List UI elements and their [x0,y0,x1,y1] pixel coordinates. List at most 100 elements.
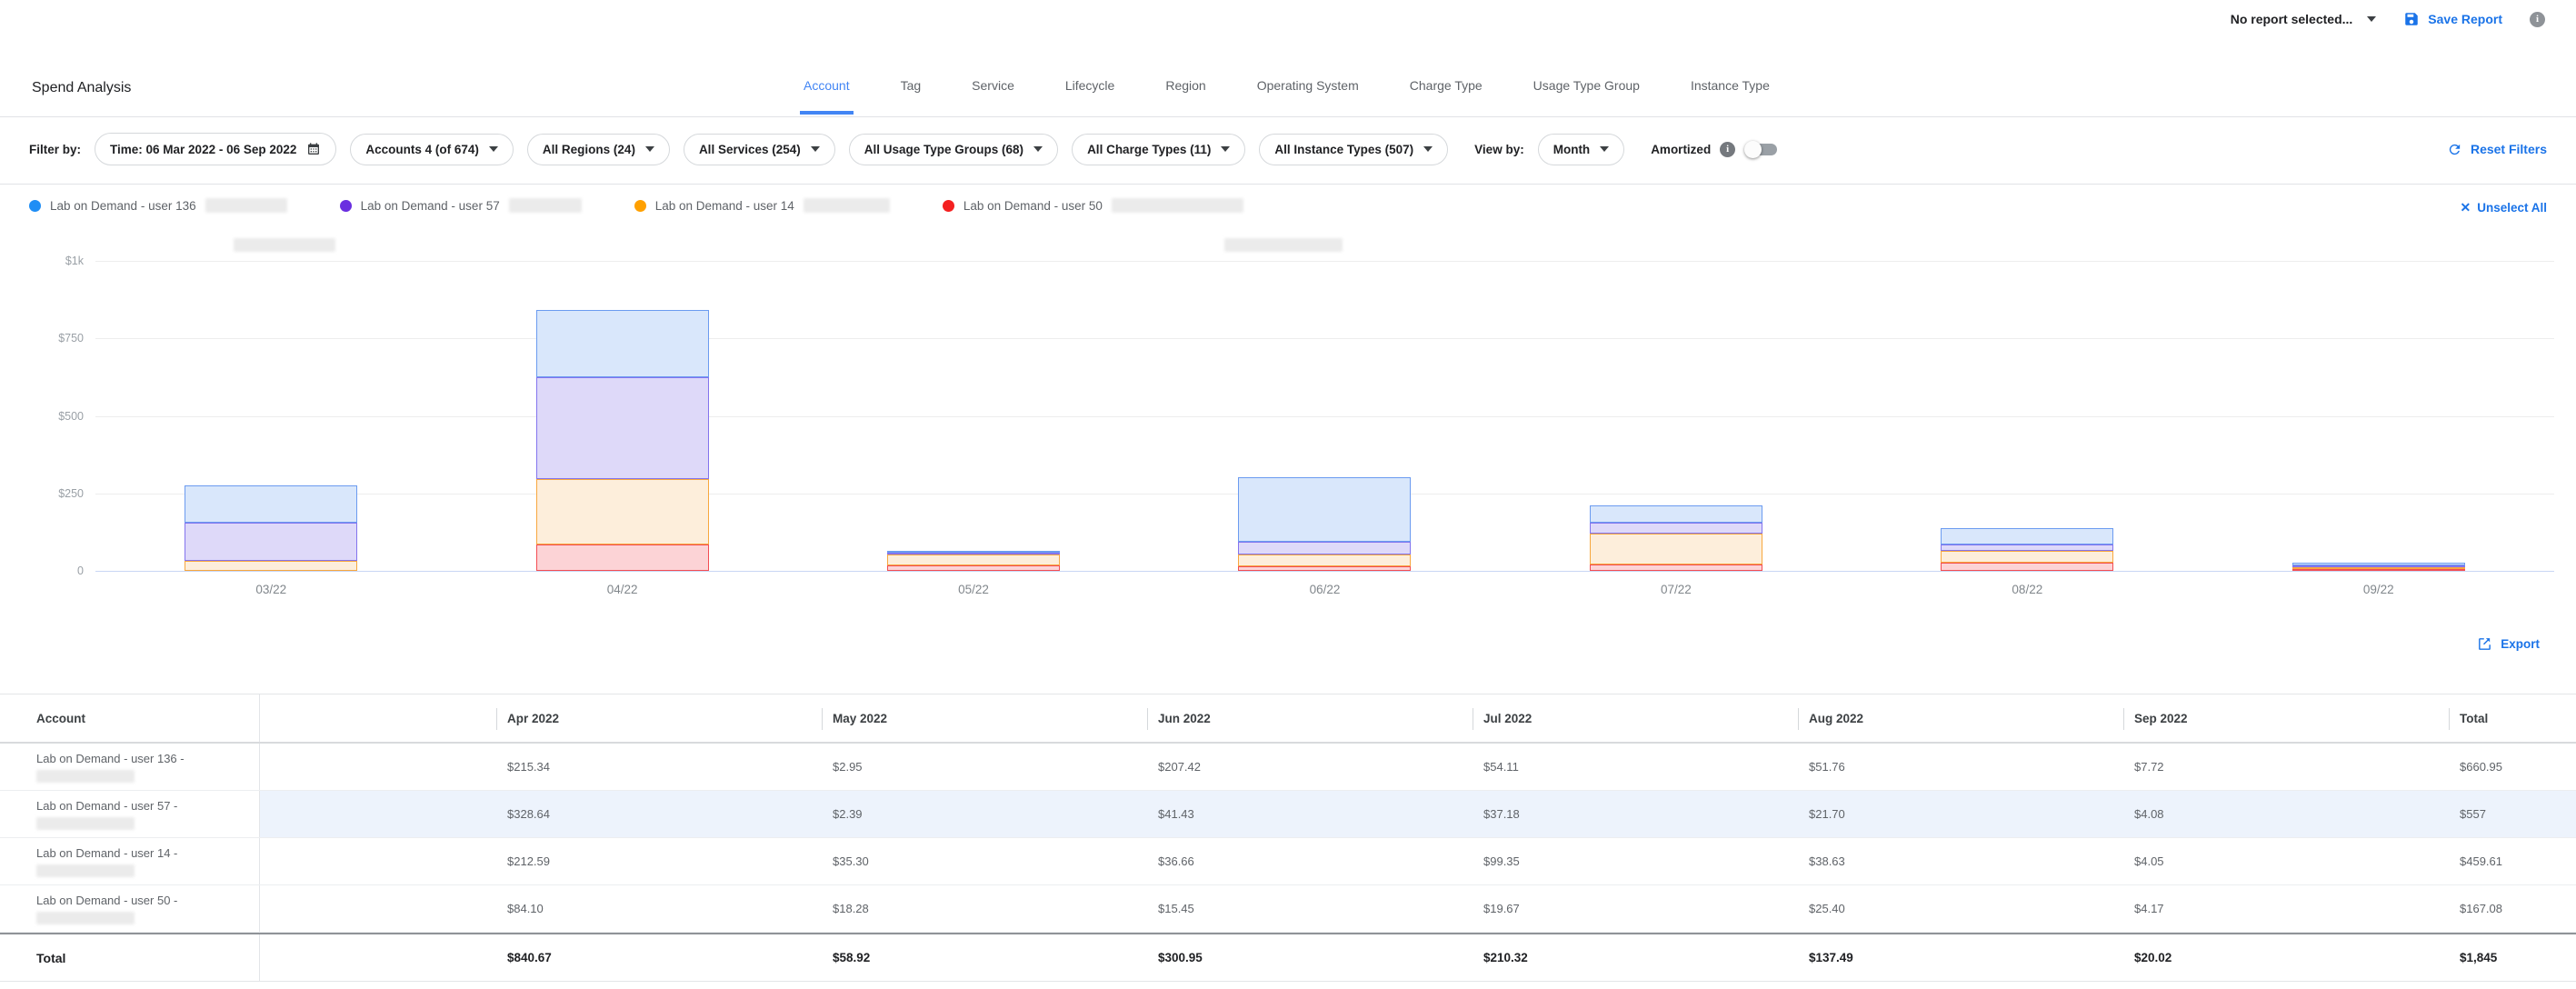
table-row: Lab on Demand - user 14 -$212.59$35.30$3… [0,838,2576,885]
tab-region[interactable]: Region [1162,78,1209,115]
chart-slot-07-22: 07/22 [1501,261,1852,571]
total-value-cell: $840.67 [496,934,822,981]
filter-pill-all-usage-type-groups[interactable]: All Usage Type Groups (68) [849,134,1058,165]
bar-segment-lab-on-demand-user-57[interactable] [1238,542,1411,554]
amortized-toggle[interactable] [1744,141,1777,158]
tab-charge-type[interactable]: Charge Type [1406,78,1486,115]
bar-segment-lab-on-demand-user-14[interactable] [185,561,357,571]
stacked-bar-04-22[interactable] [536,310,709,571]
filter-pill-accounts-4[interactable]: Accounts 4 (of 674) [350,134,514,165]
y-axis-tick-label: $750 [27,332,84,345]
table-row: Lab on Demand - user 136 -$215.34$2.95$2… [0,744,2576,791]
report-selector-dropdown[interactable]: No report selected... [2231,12,2377,26]
amortized-control: Amortized i [1651,141,1777,158]
value-cell: $38.63 [1798,838,2123,884]
stacked-bar-03-22[interactable] [185,485,357,571]
bar-segment-lab-on-demand-user-50[interactable] [1238,566,1411,571]
info-icon[interactable]: i [2530,12,2545,27]
bar-segment-lab-on-demand-user-136[interactable] [1238,477,1411,542]
bar-segment-lab-on-demand-user-14[interactable] [1238,554,1411,566]
tab-instance-type[interactable]: Instance Type [1687,78,1773,115]
y-axis-tick-label: $250 [27,487,84,500]
account-name: Lab on Demand - user 14 - [36,846,177,860]
gridline [95,571,2554,572]
bar-segment-lab-on-demand-user-136[interactable] [536,310,709,376]
reset-filters-button[interactable]: Reset Filters [2447,142,2547,157]
column-header-aug-2022: Aug 2022 [1798,694,2123,742]
legend-item-lab-on-demand-user-57[interactable]: Lab on Demand - user 57 [340,198,582,213]
tab-lifecycle[interactable]: Lifecycle [1062,78,1118,115]
bar-segment-lab-on-demand-user-14[interactable] [887,554,1060,565]
info-icon[interactable]: i [1720,142,1735,157]
bar-segment-lab-on-demand-user-136[interactable] [1590,505,1762,522]
save-report-button[interactable]: Save Report [2403,11,2502,27]
legend-item-lab-on-demand-user-14[interactable]: Lab on Demand - user 14 [634,198,890,213]
bar-segment-lab-on-demand-user-57[interactable] [1590,523,1762,534]
save-report-label: Save Report [2428,12,2502,26]
stacked-bar-09-22[interactable] [2292,563,2465,571]
legend-item-lab-on-demand-user-136[interactable]: Lab on Demand - user 136 [29,198,287,213]
value-cell: $459.61 [2449,838,2576,884]
value-cell: $15.45 [1147,885,1473,932]
export-button[interactable]: Export [2477,636,2540,652]
bar-segment-lab-on-demand-user-57[interactable] [536,377,709,479]
legend-item-lab-on-demand-user-50[interactable]: Lab on Demand - user 50 [943,198,1243,213]
caret-down-icon [645,146,654,152]
stacked-bar-05-22[interactable] [887,551,1060,571]
filter-pill-label: Time: 06 Mar 2022 - 06 Sep 2022 [110,143,296,156]
bar-segment-lab-on-demand-user-50[interactable] [1590,564,1762,571]
stacked-bar-06-22[interactable] [1238,477,1411,571]
value-cell: $167.08 [2449,885,2576,932]
empty-cell [260,838,496,884]
column-header-jun-2022: Jun 2022 [1147,694,1473,742]
filter-pill-all-regions[interactable]: All Regions (24) [527,134,670,165]
bar-segment-lab-on-demand-user-57[interactable] [1941,544,2113,551]
total-value-cell: $1,845 [2449,934,2576,981]
filter-pill-all-instance-types[interactable]: All Instance Types (507) [1259,134,1448,165]
bar-segment-lab-on-demand-user-14[interactable] [536,479,709,544]
legend-dot-icon [29,200,41,212]
refresh-icon [2447,142,2462,157]
bar-segment-lab-on-demand-user-14[interactable] [1941,551,2113,563]
value-cell: $2.95 [822,744,1147,790]
value-cell: $36.66 [1147,838,1473,884]
column-header-jul-2022: Jul 2022 [1473,694,1798,742]
redacted-text [36,817,135,830]
caret-down-icon [1221,146,1230,152]
view-by-dropdown[interactable]: Month [1538,134,1624,165]
calendar-icon [306,142,321,156]
filter-pill-label: All Usage Type Groups (68) [864,143,1023,156]
bar-segment-lab-on-demand-user-57[interactable] [185,523,357,560]
tab-tag[interactable]: Tag [897,78,925,115]
bar-segment-lab-on-demand-user-50[interactable] [536,544,709,571]
bar-segment-lab-on-demand-user-50[interactable] [1941,563,2113,571]
account-name-cell: Lab on Demand - user 50 - [0,885,260,932]
bar-segment-lab-on-demand-user-50[interactable] [2292,569,2465,571]
redacted-text [36,864,135,877]
empty-cell [260,791,496,837]
redacted-text [1112,198,1243,213]
filter-pill-all-charge-types[interactable]: All Charge Types (11) [1072,134,1245,165]
x-axis-tick-label: 04/22 [446,583,797,596]
stacked-bar-08-22[interactable] [1941,528,2113,571]
filter-pill-all-services[interactable]: All Services (254) [684,134,835,165]
filter-pill-time-06-mar-2022-06-sep-2022[interactable]: Time: 06 Mar 2022 - 06 Sep 2022 [95,133,336,165]
bar-segment-lab-on-demand-user-50[interactable] [887,565,1060,571]
stacked-bar-07-22[interactable] [1590,505,1762,571]
tab-operating-system[interactable]: Operating System [1253,78,1363,115]
tab-account[interactable]: Account [800,78,854,115]
legend-dot-icon [634,200,646,212]
value-cell: $4.17 [2123,885,2449,932]
tab-service[interactable]: Service [968,78,1018,115]
redacted-text [1224,238,1343,252]
filter-pills: Time: 06 Mar 2022 - 06 Sep 2022 Accounts … [95,133,1448,165]
view-by-label: View by: [1474,143,1524,156]
total-row-label: Total [0,934,260,981]
unselect-all-button[interactable]: ✕ Unselect All [2460,200,2547,215]
bar-segment-lab-on-demand-user-136[interactable] [1941,528,2113,544]
bar-segment-lab-on-demand-user-14[interactable] [1590,534,1762,564]
filter-pill-label: All Regions (24) [543,143,635,156]
total-value-cell: $210.32 [1473,934,1798,981]
bar-segment-lab-on-demand-user-136[interactable] [185,485,357,523]
tab-usage-type-group[interactable]: Usage Type Group [1530,78,1643,115]
